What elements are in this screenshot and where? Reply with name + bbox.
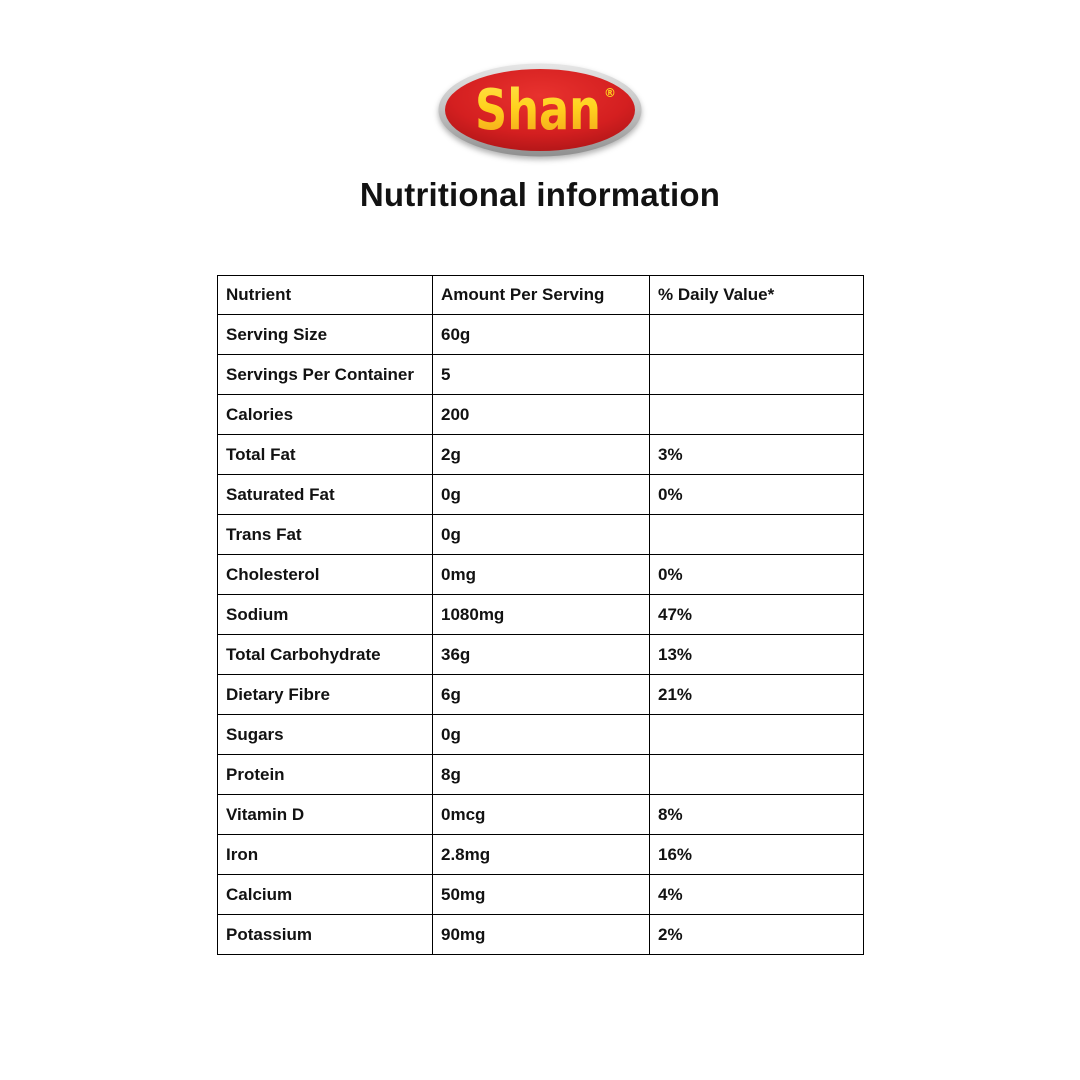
table-row: Calories 200 xyxy=(217,394,864,435)
amount-cell: 50mg xyxy=(432,874,650,915)
amount-cell: 1080mg xyxy=(432,594,650,635)
daily-value-cell xyxy=(649,514,864,555)
header-row: Nutrient Amount Per Serving % Daily Valu… xyxy=(217,275,864,315)
nutrient-cell: Potassium xyxy=(217,914,433,955)
logo-brand-text: Shan xyxy=(475,78,601,143)
daily-value-cell xyxy=(649,754,864,795)
table-row: Saturated Fat 0g 0% xyxy=(217,474,864,515)
daily-value-cell xyxy=(649,314,864,355)
daily-value-cell: 21% xyxy=(649,674,864,715)
table-row: Iron 2.8mg 16% xyxy=(217,834,864,875)
table-row: Calcium 50mg 4% xyxy=(217,874,864,915)
page-title: Nutritional information xyxy=(359,176,721,213)
amount-cell: 0g xyxy=(432,714,650,755)
amount-cell: 0g xyxy=(432,514,650,555)
nutrient-cell: Dietary Fibre xyxy=(217,674,433,715)
table-row: Dietary Fibre 6g 21% xyxy=(217,674,864,715)
amount-cell: 2g xyxy=(432,434,650,475)
amount-cell: 200 xyxy=(432,394,650,435)
daily-value-cell: 0% xyxy=(649,554,864,595)
daily-value-cell: 3% xyxy=(649,434,864,475)
shan-logo-icon: Shan ® xyxy=(438,63,642,157)
amount-cell: 0g xyxy=(432,474,650,515)
table-row: Sodium 1080mg 47% xyxy=(217,594,864,635)
column-header-nutrient: Nutrient xyxy=(217,275,433,315)
nutrient-cell: Iron xyxy=(217,834,433,875)
column-header-amount-per-serving: Amount Per Serving xyxy=(432,275,650,315)
table-body: Serving Size 60g Servings Per Container 5 Ca… xyxy=(217,314,864,955)
nutrient-cell: Serving Size xyxy=(217,314,433,355)
table-row: Servings Per Container 5 xyxy=(217,354,864,395)
table-row: Vitamin D 0mcg 8% xyxy=(217,794,864,835)
amount-cell: 8g xyxy=(432,754,650,795)
daily-value-cell: 8% xyxy=(649,794,864,835)
table-row: Serving Size 60g xyxy=(217,314,864,355)
nutrient-cell: Sugars xyxy=(217,714,433,755)
nutrient-cell: Calcium xyxy=(217,874,433,915)
nutrient-cell: Total Carbohydrate xyxy=(217,634,433,675)
daily-value-cell: 4% xyxy=(649,874,864,915)
daily-value-cell: 47% xyxy=(649,594,864,635)
nutrient-cell: Trans Fat xyxy=(217,514,433,555)
column-header-daily-value: % Daily Value* xyxy=(649,275,864,315)
table-header: Nutrient Amount Per Serving % Daily Valu… xyxy=(217,275,864,315)
nutrient-cell: Saturated Fat xyxy=(217,474,433,515)
nutrient-cell: Sodium xyxy=(217,594,433,635)
nutrient-cell: Protein xyxy=(217,754,433,795)
logo-red-oval xyxy=(445,69,635,151)
amount-cell: 0mcg xyxy=(432,794,650,835)
nutrition-table: Nutrient Amount Per Serving % Daily Valu… xyxy=(217,275,864,955)
daily-value-cell xyxy=(649,714,864,755)
amount-cell: 6g xyxy=(432,674,650,715)
table-row: Cholesterol 0mg 0% xyxy=(217,554,864,595)
table-row: Total Carbohydrate 36g 13% xyxy=(217,634,864,675)
registered-trademark-symbol: ® xyxy=(604,86,616,100)
nutrient-cell: Calories xyxy=(217,394,433,435)
table-row: Sugars 0g xyxy=(217,714,864,755)
daily-value-cell xyxy=(649,394,864,435)
table-row: Total Fat 2g 3% xyxy=(217,434,864,475)
amount-cell: 60g xyxy=(432,314,650,355)
daily-value-cell xyxy=(649,354,864,395)
daily-value-cell: 2% xyxy=(649,914,864,955)
daily-value-cell: 13% xyxy=(649,634,864,675)
daily-value-cell: 0% xyxy=(649,474,864,515)
daily-value-cell: 16% xyxy=(649,834,864,875)
table-row: Trans Fat 0g xyxy=(217,514,864,555)
table-row: Protein 8g xyxy=(217,754,864,795)
amount-cell: 0mg xyxy=(432,554,650,595)
amount-cell: 36g xyxy=(432,634,650,675)
nutrient-cell: Servings Per Container xyxy=(217,354,433,395)
shan-brand-logo: Shan ® xyxy=(438,63,642,159)
table-row: Potassium 90mg 2% xyxy=(217,914,864,955)
nutrient-cell: Cholesterol xyxy=(217,554,433,595)
nutrient-cell: Total Fat xyxy=(217,434,433,475)
amount-cell: 2.8mg xyxy=(432,834,650,875)
amount-cell: 5 xyxy=(432,354,650,395)
amount-cell: 90mg xyxy=(432,914,650,955)
nutrient-cell: Vitamin D xyxy=(217,794,433,835)
